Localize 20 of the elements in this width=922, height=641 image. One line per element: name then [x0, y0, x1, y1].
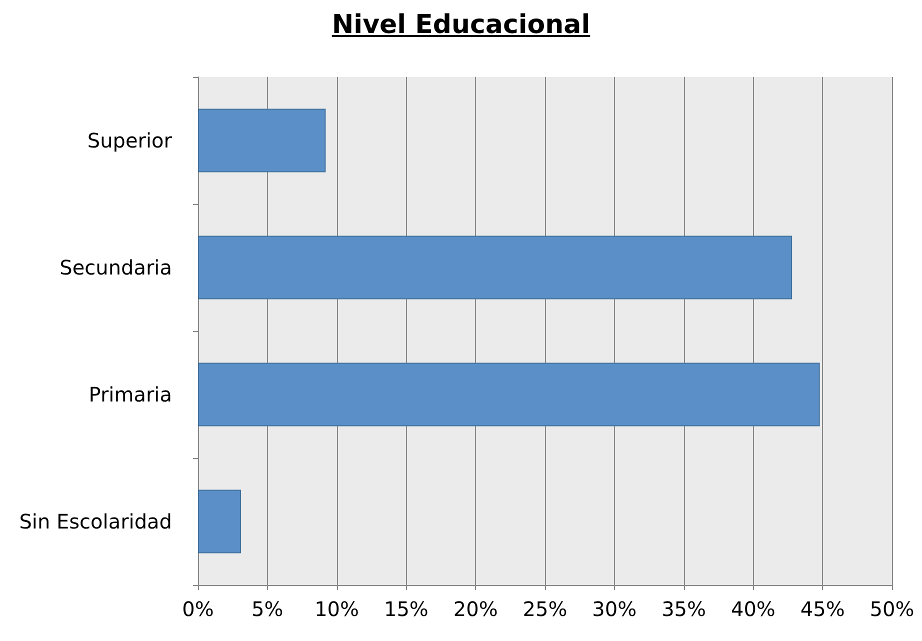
y-tick-label: Primaria — [88, 382, 172, 406]
bar — [198, 236, 792, 300]
chart-title: Nivel Educacional — [330, 10, 592, 40]
x-tick-label: 25% — [522, 597, 568, 621]
x-tick-label: 0% — [182, 597, 214, 621]
x-tick-label: 35% — [662, 597, 706, 621]
x-tick-label: 10% — [314, 597, 360, 621]
x-tick-label: 5% — [252, 597, 284, 621]
x-tick-label: 50% — [870, 597, 914, 621]
x-tick-label: 45% — [800, 597, 845, 621]
bar — [198, 362, 820, 426]
x-tick-label: 30% — [592, 597, 637, 621]
y-tick-label: Sin Escolaridad — [19, 510, 172, 534]
bar — [198, 108, 326, 172]
x-tick-label: 40% — [730, 597, 776, 621]
y-tick-label: Secundaria — [60, 256, 172, 280]
x-tick-label: 15% — [384, 597, 428, 621]
bar — [198, 490, 242, 554]
y-tick-label: Superior — [87, 128, 173, 152]
x-tick-label: 20% — [453, 597, 498, 621]
